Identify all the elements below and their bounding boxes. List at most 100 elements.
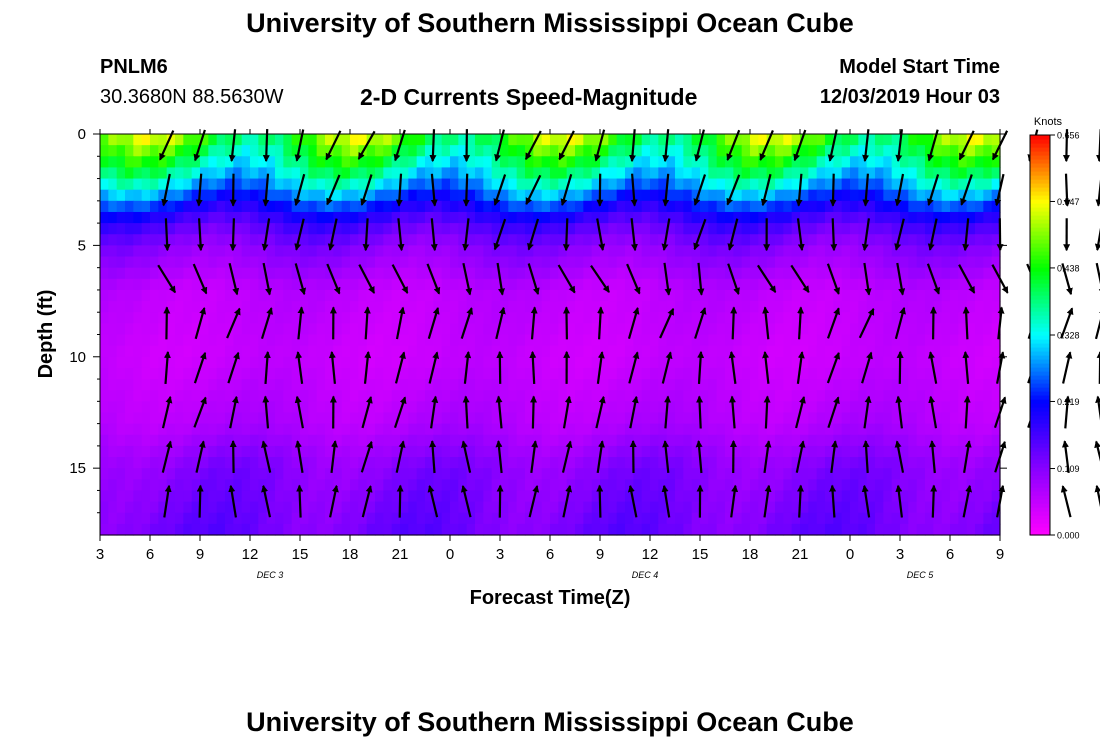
heatmap-cell <box>975 312 984 324</box>
heatmap-cell <box>608 468 618 480</box>
heatmap-cell <box>716 334 726 347</box>
heatmap-cell <box>875 211 884 224</box>
heatmap-cell <box>158 312 168 324</box>
heatmap-cell <box>966 223 976 235</box>
heatmap-cell <box>250 256 259 269</box>
heatmap-cell <box>216 234 226 246</box>
current-vector-arrow <box>158 130 175 161</box>
heatmap-cell <box>291 312 301 324</box>
heatmap-cell <box>183 412 193 425</box>
heatmap-cell <box>625 278 634 291</box>
heatmap-cell <box>516 289 526 302</box>
heatmap-cell <box>791 323 801 336</box>
heatmap-cell <box>400 223 409 235</box>
heatmap-cell <box>291 412 301 425</box>
heatmap-cell <box>891 523 901 536</box>
heatmap-cell <box>116 401 126 414</box>
heatmap-cell <box>258 167 268 180</box>
heatmap-cell <box>341 345 351 358</box>
heatmap-cell <box>200 479 209 492</box>
heatmap-cell <box>750 345 759 358</box>
heatmap-cell <box>941 156 951 169</box>
heatmap-cell <box>383 200 393 213</box>
colorbar-segment <box>1030 179 1050 184</box>
colorbar-segment <box>1030 447 1050 452</box>
heatmap-cell <box>441 356 451 369</box>
heatmap-cell <box>891 312 901 324</box>
heatmap-cell <box>333 278 343 291</box>
heatmap-cell <box>433 167 443 180</box>
heatmap-cell <box>716 367 726 380</box>
heatmap-cell <box>875 457 884 469</box>
heatmap-cell <box>300 200 309 213</box>
colorbar-tick-label: 0.438 <box>1057 263 1080 273</box>
heatmap-cell <box>983 523 993 536</box>
heatmap-cell <box>216 379 226 391</box>
current-vector-arrow <box>427 307 440 340</box>
heatmap-cell <box>841 412 851 425</box>
heatmap-cell <box>800 200 809 213</box>
heatmap-cell <box>625 145 634 157</box>
heatmap-cell <box>166 200 176 213</box>
heatmap-cell <box>266 289 276 302</box>
heatmap-cell <box>183 301 193 313</box>
heatmap-cell <box>441 390 451 402</box>
heatmap-cell <box>100 345 109 358</box>
heatmap-cell <box>725 501 734 514</box>
colorbar-segment <box>1030 427 1050 432</box>
heatmap-cell <box>416 412 426 425</box>
heatmap-cell <box>908 156 918 169</box>
heatmap-cell <box>666 267 676 280</box>
heatmap-cell <box>266 390 276 402</box>
current-vector-arrow <box>330 440 338 474</box>
heatmap-cell <box>533 223 543 235</box>
x-tick-label: 3 <box>96 546 104 563</box>
heatmap-cell <box>191 134 201 146</box>
heatmap-cell <box>625 256 634 269</box>
heatmap-cell <box>133 479 143 492</box>
heatmap-cell <box>233 523 243 536</box>
heatmap-cell <box>800 379 809 391</box>
heatmap-cell <box>100 501 109 514</box>
heatmap-cell <box>675 278 684 291</box>
heatmap-cell <box>616 512 626 525</box>
current-vector-arrow <box>629 395 639 429</box>
heatmap-cell <box>291 234 301 246</box>
heatmap-cell <box>525 457 534 469</box>
heatmap-cell <box>483 223 493 235</box>
heatmap-cell <box>475 256 484 269</box>
heatmap-cell <box>866 211 876 224</box>
heatmap-cell <box>575 256 584 269</box>
heatmap-cell <box>975 211 984 224</box>
heatmap-cell <box>541 390 551 402</box>
heatmap-cell <box>100 223 109 235</box>
heatmap-cell <box>600 323 609 336</box>
heatmap-cell <box>366 367 376 380</box>
heatmap-cell <box>675 379 684 391</box>
heatmap-cell <box>891 245 901 258</box>
heatmap-cell <box>291 256 301 269</box>
heatmap-cell <box>275 390 284 402</box>
heatmap-cell <box>708 156 718 169</box>
heatmap-cell <box>758 457 768 469</box>
heatmap-cell <box>916 234 926 246</box>
heatmap-cell <box>508 412 518 425</box>
heatmap-cell <box>991 234 1001 246</box>
heatmap-cell <box>116 156 126 169</box>
heatmap-cell <box>533 457 543 469</box>
heatmap-cell <box>183 512 193 525</box>
heatmap-cell <box>366 134 376 146</box>
heatmap-cell <box>458 278 468 291</box>
heatmap-cell <box>658 401 668 414</box>
heatmap-cell <box>766 457 776 469</box>
heatmap-cell <box>183 423 193 436</box>
heatmap-cell <box>158 479 168 492</box>
heatmap-cell <box>458 345 468 358</box>
heatmap-cell <box>900 234 909 246</box>
heatmap-cell <box>233 245 243 258</box>
heatmap-cell <box>366 211 376 224</box>
heatmap-cell <box>308 178 318 191</box>
heatmap-cell <box>925 211 934 224</box>
colorbar-segment <box>1030 227 1050 232</box>
heatmap-cell <box>233 501 243 514</box>
